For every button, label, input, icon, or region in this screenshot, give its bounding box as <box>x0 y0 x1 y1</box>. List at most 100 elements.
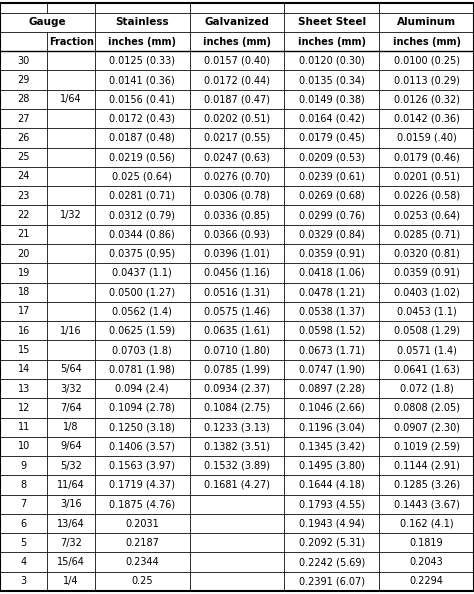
Text: 0.0219 (0.56): 0.0219 (0.56) <box>109 152 175 162</box>
Text: 0.0344 (0.86): 0.0344 (0.86) <box>109 229 175 239</box>
Bar <box>95 12 190 32</box>
Bar <box>0 283 47 302</box>
Bar <box>95 456 190 475</box>
Bar <box>95 51 190 71</box>
Bar <box>190 167 284 186</box>
Bar <box>379 3 474 12</box>
Bar <box>95 552 190 572</box>
Text: 0.1084 (2.75): 0.1084 (2.75) <box>204 403 270 413</box>
Text: 0.0247 (0.63): 0.0247 (0.63) <box>204 152 270 162</box>
Text: 12: 12 <box>18 403 30 413</box>
Text: 0.0703 (1.8): 0.0703 (1.8) <box>112 345 172 355</box>
Text: 0.0157 (0.40): 0.0157 (0.40) <box>204 56 270 66</box>
Bar <box>0 128 47 147</box>
Bar <box>379 552 474 572</box>
Text: 0.0478 (1.21): 0.0478 (1.21) <box>299 287 365 297</box>
Text: 25: 25 <box>18 152 30 162</box>
Bar <box>95 90 190 109</box>
Bar <box>47 283 95 302</box>
Text: 0.1094 (2.78): 0.1094 (2.78) <box>109 403 175 413</box>
Text: 0.0281 (0.71): 0.0281 (0.71) <box>109 191 175 201</box>
Text: 23: 23 <box>18 191 30 201</box>
Bar <box>47 321 95 340</box>
Text: 0.2043: 0.2043 <box>410 557 444 567</box>
Bar <box>0 263 47 283</box>
Text: 0.0562 (1.4): 0.0562 (1.4) <box>112 307 172 317</box>
Bar <box>190 514 284 533</box>
Bar <box>379 71 474 90</box>
Bar <box>284 437 379 456</box>
Bar <box>190 3 284 12</box>
Bar <box>284 514 379 533</box>
Text: 13: 13 <box>18 384 30 394</box>
Bar <box>47 302 95 321</box>
Text: 0.0456 (1.16): 0.0456 (1.16) <box>204 268 270 278</box>
Text: 0.0907 (2.30): 0.0907 (2.30) <box>393 422 460 432</box>
Bar <box>190 456 284 475</box>
Text: 27: 27 <box>18 113 30 124</box>
Bar <box>190 379 284 398</box>
Bar <box>95 475 190 495</box>
Text: 0.2242 (5.69): 0.2242 (5.69) <box>299 557 365 567</box>
Bar <box>0 109 47 128</box>
Bar <box>284 302 379 321</box>
Bar <box>0 456 47 475</box>
Text: Fraction: Fraction <box>49 37 93 46</box>
Bar <box>190 32 284 51</box>
Text: 0.2031: 0.2031 <box>125 519 159 529</box>
Bar <box>379 475 474 495</box>
Text: 7: 7 <box>20 500 27 509</box>
Text: 0.0598 (1.52): 0.0598 (1.52) <box>299 326 365 336</box>
Bar <box>0 572 47 591</box>
Text: 0.0306 (0.78): 0.0306 (0.78) <box>204 191 270 201</box>
Text: 0.0329 (0.84): 0.0329 (0.84) <box>299 229 365 239</box>
Bar <box>190 147 284 167</box>
Bar <box>0 167 47 186</box>
Bar <box>284 109 379 128</box>
Bar <box>95 244 190 263</box>
Text: 0.0100 (0.25): 0.0100 (0.25) <box>393 56 460 66</box>
Text: 0.2187: 0.2187 <box>125 538 159 548</box>
Bar <box>0 71 47 90</box>
Bar <box>47 552 95 572</box>
Text: 0.1563 (3.97): 0.1563 (3.97) <box>109 461 175 470</box>
Text: 0.0375 (0.95): 0.0375 (0.95) <box>109 249 175 258</box>
Text: 0.1875 (4.76): 0.1875 (4.76) <box>109 500 175 509</box>
Bar <box>95 340 190 359</box>
Bar <box>379 186 474 206</box>
Bar <box>190 186 284 206</box>
Bar <box>379 51 474 71</box>
Text: 0.1719 (4.37): 0.1719 (4.37) <box>109 480 175 490</box>
Text: 0.0934 (2.37): 0.0934 (2.37) <box>204 384 270 394</box>
Text: 1/32: 1/32 <box>60 210 82 220</box>
Bar <box>95 167 190 186</box>
Text: 0.0239 (0.61): 0.0239 (0.61) <box>299 172 365 182</box>
Bar <box>190 71 284 90</box>
Bar <box>379 32 474 51</box>
Bar <box>190 302 284 321</box>
Text: 1/4: 1/4 <box>64 576 79 586</box>
Bar <box>47 186 95 206</box>
Bar <box>0 495 47 514</box>
Text: 0.0625 (1.59): 0.0625 (1.59) <box>109 326 175 336</box>
Text: 0.1793 (4.55): 0.1793 (4.55) <box>299 500 365 509</box>
Bar <box>190 283 284 302</box>
Bar <box>284 572 379 591</box>
Text: 0.0808 (2.05): 0.0808 (2.05) <box>393 403 460 413</box>
Bar <box>284 244 379 263</box>
Bar <box>190 398 284 418</box>
Text: 16: 16 <box>18 326 30 336</box>
Bar <box>379 418 474 437</box>
Bar <box>47 572 95 591</box>
Text: 0.25: 0.25 <box>131 576 153 586</box>
Bar <box>47 32 95 51</box>
Bar <box>47 398 95 418</box>
Bar <box>284 12 379 32</box>
Bar <box>0 340 47 359</box>
Bar <box>47 51 95 71</box>
Bar <box>284 225 379 244</box>
Bar <box>379 244 474 263</box>
Bar <box>0 206 47 225</box>
Text: 17: 17 <box>18 307 30 317</box>
Text: 0.0299 (0.76): 0.0299 (0.76) <box>299 210 365 220</box>
